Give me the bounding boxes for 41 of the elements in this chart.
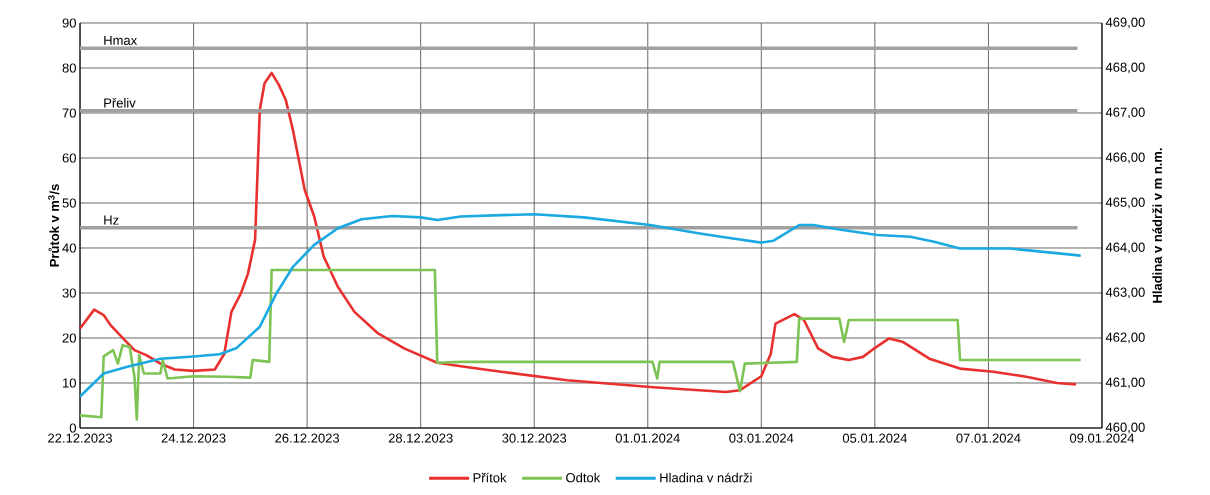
legend-label: Přítok [473, 472, 507, 483]
legend-label: Hladina v nádrži [660, 472, 752, 483]
y2-tick-label: 469,00 [1105, 17, 1145, 29]
y2-tick-label: 466,00 [1105, 152, 1145, 164]
y-tick-label: 30 [62, 288, 76, 298]
x-tick-label: 26.12.2023 [275, 433, 340, 443]
y-tick-label: 10 [63, 378, 76, 388]
x-tick-label: 30.12.2023 [502, 433, 567, 443]
line-series [78, 268, 1082, 421]
x-tick-label: 03.01.2024 [729, 433, 794, 443]
x-tick-label: 05.01.2024 [842, 433, 908, 443]
x-tick-label: 28.12.2023 [388, 433, 453, 443]
y-tick-label: 60 [62, 153, 76, 163]
x-tick-label: 07.01.2024 [956, 433, 1021, 443]
y2-tick-label: 467,00 [1105, 107, 1145, 119]
y2-tick-label: 464,00 [1105, 242, 1145, 254]
ref-line-label: Hmax [104, 35, 138, 45]
y2-axis-title: Hladina v nádrži v m n.m. [1152, 148, 1162, 303]
y2-tick-label: 463,00 [1105, 287, 1145, 299]
y-tick-label: 90 [62, 18, 76, 28]
y2-tick-label: 462,00 [1105, 332, 1145, 344]
x-tick-label: 22.12.2023 [48, 433, 112, 443]
y2-tick-label: 465,00 [1105, 197, 1145, 209]
y-tick-label: 80 [62, 63, 76, 73]
y-tick-label: 40 [62, 243, 76, 253]
y-axis-title: Průtok v m$^{3}$/s [48, 184, 60, 267]
x-tick-label: 01.01.2024 [615, 433, 680, 443]
y2-tick-label: 468,00 [1105, 62, 1145, 74]
ref-line-label: Hz [104, 215, 119, 225]
line-series [78, 71, 1078, 394]
y-tick-label: 20 [62, 333, 76, 343]
x-tick-label: 24.12.2023 [161, 433, 226, 443]
y2-tick-label: 460,00 [1105, 422, 1145, 434]
y-tick-label: 0 [69, 423, 76, 433]
x-tick-label: 09.01.2024 [1069, 433, 1135, 443]
ref-line-label: Přeliv [104, 97, 136, 108]
y2-tick-label: 461,00 [1105, 377, 1145, 389]
y-tick-label: 70 [62, 108, 76, 118]
line-series [78, 212, 1082, 398]
legend-label: Odtok [566, 472, 601, 483]
y-tick-label: 50 [62, 198, 76, 208]
